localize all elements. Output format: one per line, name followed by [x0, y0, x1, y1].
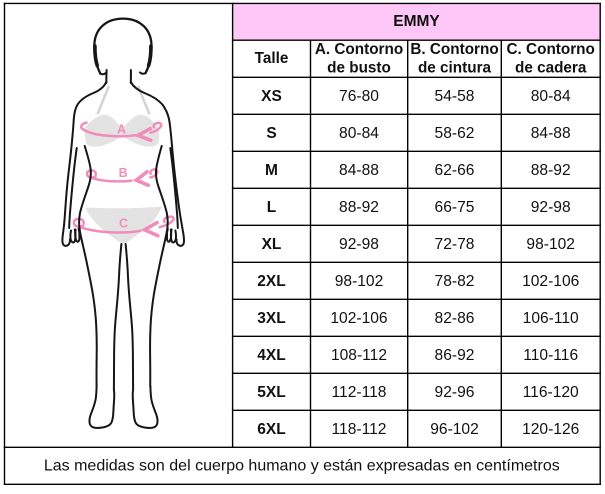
svg-text:B. Contorno: B. Contorno	[410, 41, 498, 58]
svg-text:XS: XS	[261, 88, 282, 105]
svg-text:C. Contorno: C. Contorno	[507, 41, 595, 58]
svg-text:84-88: 84-88	[339, 162, 379, 179]
svg-text:58-62: 58-62	[435, 125, 475, 142]
svg-text:6XL: 6XL	[257, 421, 285, 438]
svg-text:116-120: 116-120	[523, 384, 579, 401]
svg-text:92-98: 92-98	[339, 236, 379, 253]
svg-text:88-92: 88-92	[339, 199, 379, 216]
svg-text:80-84: 80-84	[531, 88, 571, 105]
svg-text:3XL: 3XL	[257, 310, 285, 327]
svg-text:M: M	[265, 162, 278, 179]
svg-text:92-98: 92-98	[531, 199, 571, 216]
svg-text:86-92: 86-92	[435, 347, 475, 364]
svg-text:A. Contorno: A. Contorno	[315, 41, 403, 58]
svg-text:72-78: 72-78	[435, 236, 475, 253]
svg-text:L: L	[267, 199, 276, 216]
svg-text:112-118: 112-118	[332, 384, 387, 401]
svg-text:82-86: 82-86	[435, 310, 475, 327]
svg-text:Talle: Talle	[255, 50, 289, 67]
svg-text:78-82: 78-82	[435, 273, 475, 290]
svg-text:118-112: 118-112	[332, 421, 387, 438]
svg-text:2XL: 2XL	[257, 273, 285, 290]
svg-text:4XL: 4XL	[257, 347, 285, 364]
svg-text:62-66: 62-66	[435, 162, 475, 179]
svg-text:de cintura: de cintura	[418, 60, 492, 77]
svg-text:120-126: 120-126	[522, 421, 579, 438]
svg-text:B: B	[119, 166, 128, 180]
svg-text:98-102: 98-102	[335, 273, 384, 290]
svg-text:96-102: 96-102	[430, 421, 479, 438]
svg-text:80-84: 80-84	[339, 125, 379, 142]
svg-text:66-75: 66-75	[435, 199, 475, 216]
svg-text:5XL: 5XL	[257, 384, 285, 401]
svg-text:88-92: 88-92	[531, 162, 571, 179]
svg-text:98-102: 98-102	[526, 236, 575, 253]
svg-text:92-96: 92-96	[435, 384, 475, 401]
svg-text:de cadera: de cadera	[515, 60, 587, 77]
svg-text:76-80: 76-80	[339, 88, 379, 105]
svg-text:Las medidas son del cuerpo hum: Las medidas son del cuerpo humano y está…	[44, 458, 560, 475]
svg-text:XL: XL	[262, 236, 282, 253]
svg-text:108-112: 108-112	[331, 347, 387, 364]
svg-text:S: S	[266, 125, 276, 142]
svg-text:A: A	[117, 122, 126, 136]
svg-text:EMMY: EMMY	[393, 13, 440, 30]
svg-text:84-88: 84-88	[531, 125, 571, 142]
svg-text:C: C	[119, 216, 128, 230]
svg-text:106-110: 106-110	[523, 310, 579, 327]
svg-text:102-106: 102-106	[522, 273, 579, 290]
svg-text:110-116: 110-116	[523, 347, 578, 364]
svg-text:54-58: 54-58	[435, 88, 475, 105]
svg-text:102-106: 102-106	[330, 310, 387, 327]
svg-text:de busto: de busto	[327, 60, 391, 77]
